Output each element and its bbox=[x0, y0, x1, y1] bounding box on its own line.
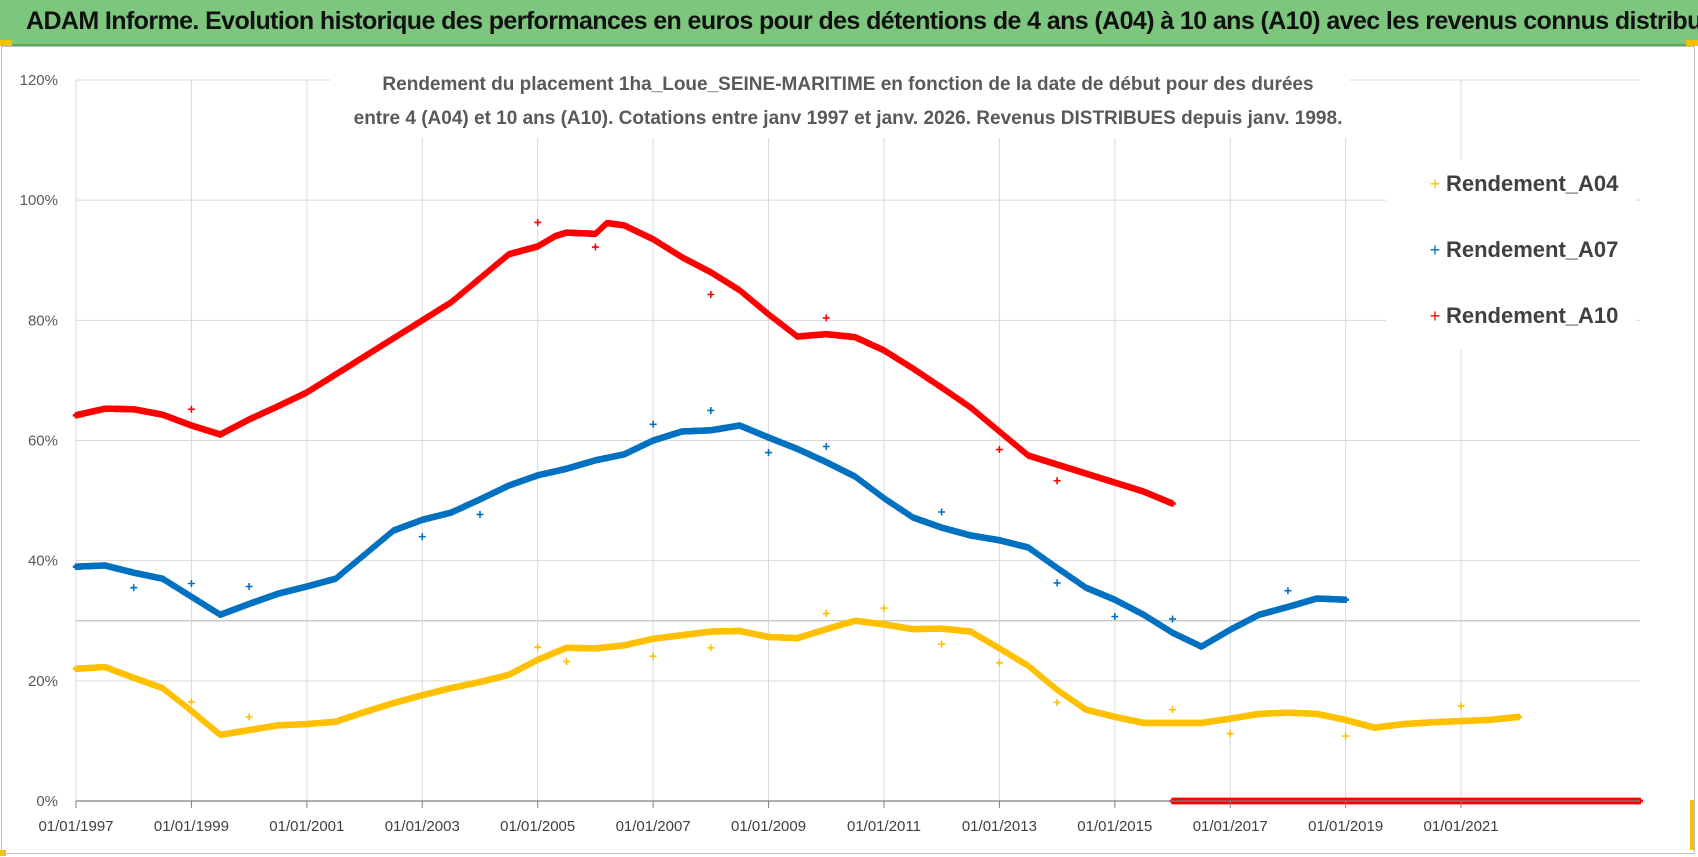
outlier-point-0 bbox=[187, 698, 195, 706]
x-tick-label: 01/01/2003 bbox=[385, 818, 460, 835]
legend-marker-a10: + bbox=[1430, 306, 1441, 326]
y-tick-label: 80% bbox=[28, 312, 58, 329]
outlier-point-0 bbox=[534, 643, 542, 651]
legend-label-a10: Rendement_A10 bbox=[1446, 303, 1618, 328]
legend-marker-a04: + bbox=[1430, 174, 1441, 194]
legend-marker-a07: + bbox=[1430, 240, 1441, 260]
x-tick-label: 01/01/2017 bbox=[1193, 818, 1268, 835]
outlier-point-1 bbox=[649, 420, 657, 428]
outlier-point-0 bbox=[1169, 706, 1177, 714]
outlier-point-1 bbox=[938, 508, 946, 516]
outlier-point-0 bbox=[649, 652, 657, 660]
chart-frame bbox=[1, 46, 1695, 854]
corner-mark-bottom-right bbox=[1690, 800, 1695, 850]
legend-item-a07: + Rendement_A07 bbox=[1430, 237, 1619, 262]
outlier-point-1 bbox=[130, 584, 138, 592]
x-tick-label: 01/01/2001 bbox=[269, 818, 344, 835]
outlier-point-0 bbox=[880, 604, 888, 612]
outlier-point-1 bbox=[707, 406, 715, 414]
corner-mark-top-right bbox=[1686, 40, 1698, 46]
chart-title-line-1: Rendement du placement 1ha_Loue_SEINE-MA… bbox=[382, 74, 1313, 95]
outlier-point-2 bbox=[591, 243, 599, 251]
legend-background bbox=[1386, 160, 1636, 350]
legend-item-a10: + Rendement_A10 bbox=[1430, 303, 1619, 328]
outlier-point-1 bbox=[1053, 579, 1061, 587]
outlier-point-0 bbox=[245, 713, 253, 721]
outlier-point-0 bbox=[938, 640, 946, 648]
y-tick-label: 60% bbox=[28, 433, 58, 450]
x-tick-label: 01/01/2007 bbox=[616, 818, 691, 835]
x-tick-label: 01/01/2005 bbox=[500, 818, 575, 835]
x-tick-label: 01/01/2011 bbox=[847, 818, 921, 835]
x-tick-label: 01/01/2015 bbox=[1077, 818, 1152, 835]
corner-mark-top-left bbox=[0, 40, 12, 46]
outlier-point-1 bbox=[765, 449, 773, 457]
outlier-point-0 bbox=[1053, 698, 1061, 706]
x-tick-label: 01/01/1997 bbox=[38, 818, 113, 835]
legend-label-a07: Rendement_A07 bbox=[1446, 237, 1618, 262]
outlier-point-1 bbox=[1169, 615, 1177, 623]
outlier-point-2 bbox=[995, 446, 1003, 454]
outlier-point-0 bbox=[995, 659, 1003, 667]
x-tick-label: 01/01/2021 bbox=[1424, 818, 1499, 835]
outlier-point-0 bbox=[822, 610, 830, 618]
outlier-point-1 bbox=[476, 510, 484, 518]
outlier-point-1 bbox=[245, 583, 253, 591]
data-point-1 bbox=[1342, 596, 1349, 603]
y-tick-label: 40% bbox=[28, 553, 58, 570]
legend-item-a04: + Rendement_A04 bbox=[1430, 171, 1619, 196]
x-tick-label: 01/01/2019 bbox=[1308, 818, 1383, 835]
outlier-point-1 bbox=[1111, 613, 1119, 621]
chart-title-line-2: entre 4 (A04) et 10 ans (A10). Cotations… bbox=[354, 108, 1343, 129]
y-tick-label: 0% bbox=[36, 793, 58, 810]
y-tick-label: 20% bbox=[28, 673, 58, 690]
data-point-0 bbox=[1515, 713, 1522, 721]
x-tick-label: 01/01/2009 bbox=[731, 818, 806, 835]
outlier-point-0 bbox=[1226, 730, 1234, 738]
outlier-point-0 bbox=[707, 644, 715, 652]
header-title: ADAM Informe. Evolution historique des p… bbox=[26, 7, 1698, 35]
outlier-point-2 bbox=[707, 290, 715, 298]
outlier-point-1 bbox=[418, 533, 426, 541]
legend-label-a04: Rendement_A04 bbox=[1446, 171, 1619, 196]
y-tick-label: 120% bbox=[20, 72, 58, 89]
outlier-point-1 bbox=[822, 443, 830, 451]
x-tick-label: 01/01/2013 bbox=[962, 818, 1037, 835]
outlier-point-1 bbox=[187, 579, 195, 587]
data-point-2 bbox=[1169, 500, 1176, 507]
chart-title-background bbox=[330, 64, 1350, 138]
legend: + Rendement_A04 + Rendement_A07 + Rendem… bbox=[1386, 160, 1636, 350]
outlier-point-0 bbox=[563, 658, 571, 666]
x-tick-label: 01/01/1999 bbox=[154, 818, 229, 835]
y-tick-label: 100% bbox=[20, 192, 58, 209]
outlier-point-2 bbox=[187, 405, 195, 413]
outlier-point-2 bbox=[822, 314, 830, 322]
outlier-point-2 bbox=[534, 218, 542, 226]
header-bar: ADAM Informe. Evolution historique des p… bbox=[0, 0, 1698, 46]
outlier-point-2 bbox=[1053, 477, 1061, 485]
axis-layer: 0% 20% 40% 60% 80% 100% 120% 01/01/1997 01/01/19… bbox=[20, 72, 1640, 835]
outlier-point-0 bbox=[1457, 702, 1465, 710]
outlier-point-0 bbox=[1342, 732, 1350, 740]
outlier-point-1 bbox=[1284, 587, 1292, 595]
